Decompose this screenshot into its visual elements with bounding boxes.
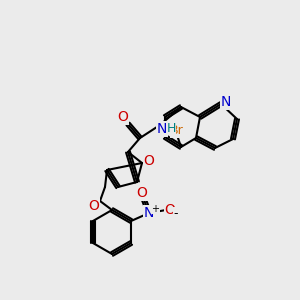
- Text: O: O: [88, 199, 99, 213]
- Text: O: O: [144, 154, 154, 168]
- Text: +: +: [151, 204, 159, 214]
- Text: Br: Br: [170, 124, 184, 137]
- Text: N: N: [157, 122, 167, 136]
- Text: O: O: [165, 203, 176, 217]
- Text: -: -: [174, 208, 178, 220]
- Text: N: N: [144, 206, 154, 220]
- Text: O: O: [118, 110, 128, 124]
- Text: N: N: [221, 95, 231, 109]
- Text: H: H: [166, 122, 176, 134]
- Text: O: O: [136, 186, 148, 200]
